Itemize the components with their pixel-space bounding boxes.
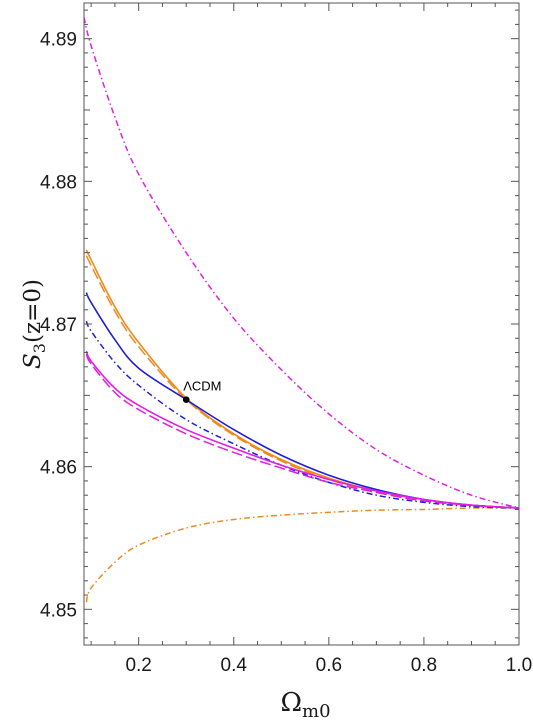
- series-line-6: [85, 350, 519, 509]
- points-layer: ΛCDM: [182, 379, 222, 403]
- series-line-0: [85, 507, 519, 603]
- x-tick-label: 0.4: [221, 655, 248, 676]
- series-line-7: [85, 353, 519, 509]
- series-line-1: [84, 17, 519, 509]
- series-line-5: [85, 320, 519, 509]
- x-tick-label: 0.6: [316, 655, 342, 676]
- y-tick-label: 4.87: [40, 315, 77, 336]
- x-tick-label: 0.8: [411, 655, 437, 676]
- y-tick-label: 4.85: [40, 600, 77, 621]
- lcdm-label: ΛCDM: [183, 379, 221, 394]
- x-tick-label: 1.0: [506, 655, 532, 676]
- y-tick-label: 4.88: [40, 172, 77, 193]
- series-line-3: [85, 255, 519, 509]
- series-layer: [84, 17, 519, 603]
- series-line-4: [85, 292, 519, 509]
- x-tick-label: 0.2: [125, 655, 151, 676]
- plot-frame: [83, 2, 520, 646]
- ticks-layer: 0.2 0.4 0.6 0.8 1.0 4.85 4.86 4.87 4.88 4.89: [40, 3, 532, 676]
- y-tick-label: 4.89: [40, 30, 77, 51]
- plot-area: 0.2 0.4 0.6 0.8 1.0 4.85 4.86 4.87 4.88 4.89 ΛCDM: [40, 2, 532, 676]
- x-axis-title: Ωm0: [280, 688, 330, 720]
- y-axis-title: S3(z=0): [20, 279, 49, 369]
- series-line-2: [85, 249, 519, 509]
- lcdm-point: [182, 396, 190, 403]
- y-tick-label: 4.86: [40, 458, 77, 479]
